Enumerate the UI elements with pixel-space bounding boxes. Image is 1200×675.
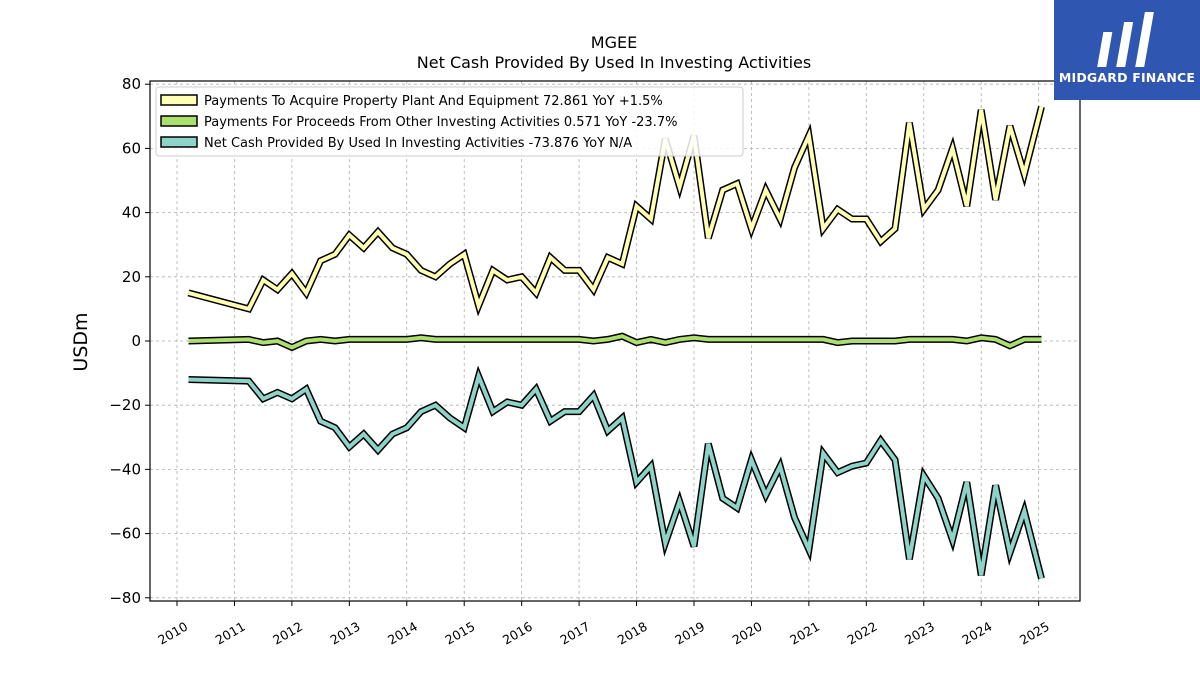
x-tick-label: 2023 <box>902 619 937 648</box>
x-tick-label: 2019 <box>672 619 707 648</box>
x-tick-label: 2017 <box>557 619 592 648</box>
x-tick-label: 2018 <box>615 619 650 648</box>
x-tick-label: 2024 <box>959 619 994 648</box>
chart-title: MGEE <box>591 33 637 52</box>
series-line-1 <box>188 334 1042 350</box>
y-axis-label: USDm <box>70 312 92 371</box>
x-tick-label: 2020 <box>730 619 765 648</box>
x-tick-label: 2015 <box>442 619 477 648</box>
legend-swatch-1 <box>160 115 198 127</box>
x-tick-label: 2013 <box>328 619 363 648</box>
legend: Payments To Acquire Property Plant And E… <box>155 86 744 157</box>
y-tick-label: −80 <box>109 589 141 607</box>
legend-label-0: Payments To Acquire Property Plant And E… <box>204 94 663 109</box>
y-tick-label: 40 <box>122 204 141 222</box>
series-line-2 <box>188 370 1044 579</box>
y-tick-label: 0 <box>131 332 141 350</box>
midgard-finance-logo: MIDGARD FINANCE <box>1054 0 1200 100</box>
x-tick-label: 2011 <box>213 619 248 648</box>
x-tick-label: 2021 <box>787 619 822 648</box>
x-tick-label: 2012 <box>270 619 305 648</box>
logo-text: MIDGARD FINANCE <box>1058 70 1196 85</box>
legend-swatch-2 <box>160 136 198 148</box>
y-tick-label: 80 <box>122 75 141 93</box>
x-tick-label: 2025 <box>1017 619 1052 648</box>
y-tick-label: −20 <box>109 396 141 414</box>
x-tick-label: 2014 <box>385 619 420 648</box>
logo-mark-icon <box>1097 12 1154 67</box>
x-tick-label: 2016 <box>500 619 535 648</box>
y-tick-label: −60 <box>109 525 141 543</box>
legend-label-1: Payments For Proceeds From Other Investi… <box>204 115 677 130</box>
series-line-outline-2 <box>188 365 1045 580</box>
series-line-0 <box>187 106 1044 312</box>
ticks-layer: 80 60 40 20 0 −20 −40 −60 −80 2010 2011 2012 2013 201… <box>109 75 1052 647</box>
y-tick-label: 60 <box>122 139 141 157</box>
series-layer <box>187 105 1045 580</box>
legend-swatch-0 <box>160 94 198 106</box>
y-tick-label: 20 <box>122 268 141 286</box>
legend-label-2: Net Cash Provided By Used In Investing A… <box>204 136 632 151</box>
legend-box <box>155 86 744 157</box>
x-tick-label: 2010 <box>155 619 190 648</box>
y-tick-label: −40 <box>109 460 141 478</box>
x-tick-label: 2022 <box>845 619 880 648</box>
chart-subtitle: Net Cash Provided By Used In Investing A… <box>417 53 811 72</box>
